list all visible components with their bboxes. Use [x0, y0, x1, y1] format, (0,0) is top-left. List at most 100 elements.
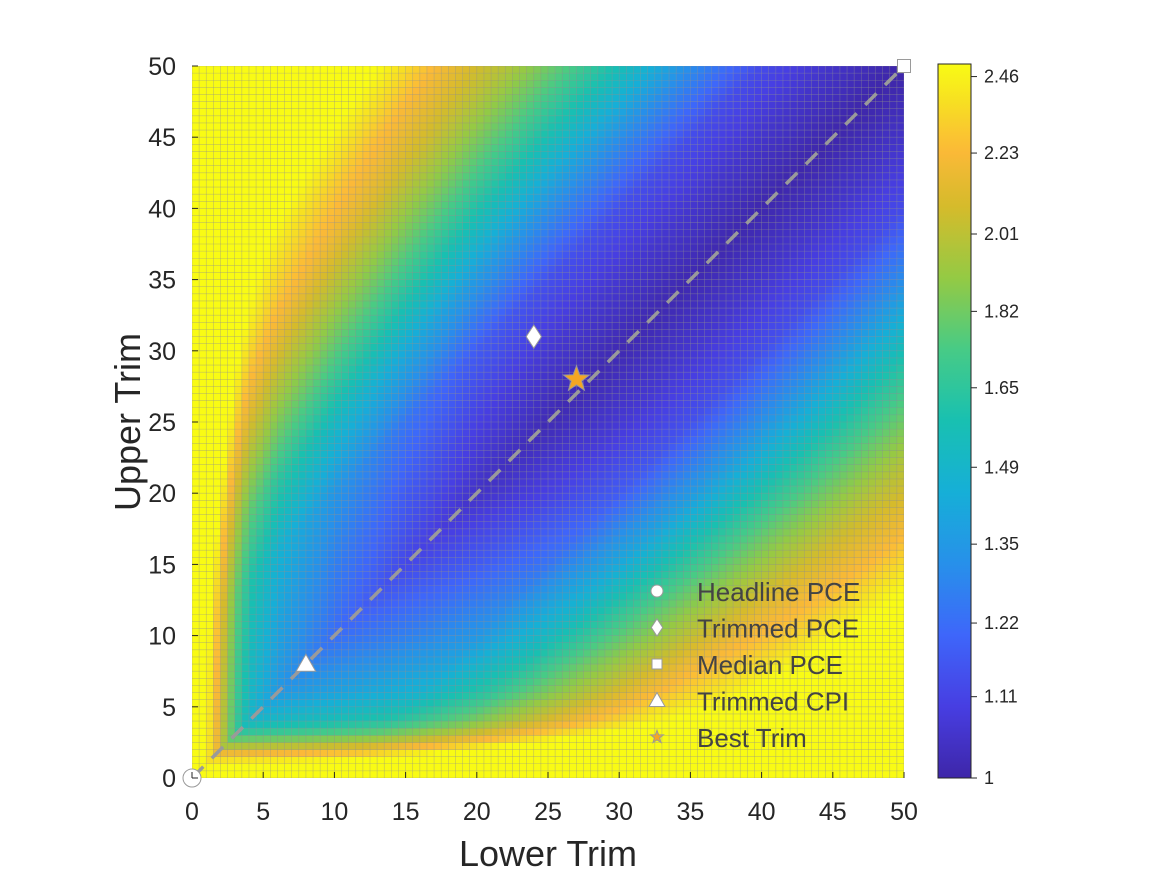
heatmap-cell [284, 379, 292, 387]
heatmap-cell [469, 350, 478, 359]
heatmap-cell [519, 258, 527, 266]
heatmap-cell [291, 87, 300, 95]
heatmap-cell [355, 208, 364, 216]
heatmap-cell [327, 194, 335, 202]
heatmap-cell [391, 336, 399, 344]
heatmap-cell [455, 201, 463, 209]
heatmap-cell [483, 286, 492, 295]
heatmap-cell [220, 450, 228, 458]
heatmap-cell [455, 692, 463, 700]
heatmap-cell [412, 258, 421, 266]
heatmap-cell [384, 621, 392, 629]
heatmap-cell [241, 486, 250, 494]
heatmap-cell [320, 713, 328, 722]
heatmap-cell [483, 721, 492, 729]
heatmap-cell [526, 66, 535, 74]
heatmap-cell [370, 108, 378, 117]
heatmap-cell [498, 343, 506, 352]
heatmap-cell [434, 592, 442, 601]
heatmap-cell [256, 607, 264, 615]
heatmap-cell [370, 656, 378, 665]
heatmap-cell [334, 315, 342, 323]
heatmap-cell [455, 236, 463, 245]
heatmap-cell [384, 671, 392, 679]
heatmap-cell [370, 713, 378, 722]
heatmap-cell [483, 450, 492, 458]
heatmap-cell [462, 685, 470, 693]
heatmap-cell [199, 436, 207, 444]
heatmap-cell [341, 66, 349, 74]
heatmap-cell [462, 336, 470, 344]
heatmap-cell [270, 222, 278, 231]
heatmap-cell [220, 144, 228, 152]
heatmap-cell [313, 578, 321, 587]
heatmap-cell [398, 414, 406, 423]
heatmap-cell [398, 493, 406, 501]
heatmap-cell [526, 208, 535, 216]
heatmap-cell [277, 756, 285, 765]
heatmap-cell [370, 208, 378, 216]
heatmap-cell [533, 286, 542, 295]
heatmap-cell [355, 742, 364, 750]
heatmap-cell [512, 699, 520, 708]
heatmap-cell [206, 350, 214, 359]
heatmap-cell [370, 464, 378, 473]
heatmap-cell [533, 607, 542, 615]
heatmap-cell [241, 400, 250, 409]
heatmap-cell [498, 728, 506, 736]
heatmap-cell [220, 685, 228, 693]
heatmap-cell [412, 308, 421, 316]
heatmap-cell [483, 656, 492, 665]
heatmap-cell [412, 535, 421, 544]
heatmap-cell [348, 66, 357, 74]
heatmap-cell [377, 521, 385, 530]
heatmap-cell [213, 592, 221, 601]
heatmap-cell [234, 642, 243, 651]
heatmap-cell [512, 578, 520, 587]
heatmap-cell [448, 585, 456, 594]
heatmap-cell [519, 450, 527, 458]
heatmap-cell [348, 286, 357, 295]
heatmap-cell [313, 749, 321, 757]
heatmap-cell [241, 500, 250, 508]
heatmap-cell [320, 664, 328, 672]
heatmap-cell [384, 564, 392, 572]
heatmap-cell [291, 635, 300, 644]
heatmap-cell [241, 550, 250, 558]
heatmap-cell [241, 735, 250, 743]
heatmap-cell [270, 329, 278, 337]
heatmap-cell [498, 571, 506, 579]
heatmap-cell [220, 172, 228, 181]
heatmap-cell [298, 450, 307, 458]
heatmap-cell [263, 514, 271, 522]
heatmap-cell [505, 372, 513, 380]
heatmap-cell [341, 429, 349, 437]
heatmap-cell [263, 642, 271, 651]
heatmap-cell [398, 429, 406, 437]
heatmap-cell [412, 706, 421, 715]
heatmap-cell [277, 414, 285, 423]
heatmap-cell [234, 450, 243, 458]
heatmap-cell [256, 350, 264, 359]
heatmap-cell [391, 471, 399, 480]
heatmap-cell [384, 229, 392, 238]
heatmap-cell [384, 308, 392, 316]
heatmap-cell [298, 308, 307, 316]
heatmap-cell [398, 528, 406, 537]
heatmap-cell [206, 315, 214, 323]
heatmap-cell [419, 258, 428, 266]
heatmap-cell [313, 108, 321, 117]
heatmap-cell [206, 692, 214, 700]
heatmap-cell [455, 293, 463, 302]
heatmap-cell [334, 592, 342, 601]
heatmap-cell [498, 80, 506, 88]
heatmap-cell [256, 642, 264, 651]
heatmap-cell [448, 422, 456, 430]
heatmap-cell [370, 721, 378, 729]
heatmap-cell [455, 66, 463, 74]
heatmap-cell [519, 201, 527, 209]
heatmap-cell [206, 208, 214, 216]
heatmap-cell [512, 229, 520, 238]
heatmap-cell [284, 300, 292, 309]
heatmap-cell [256, 244, 264, 252]
